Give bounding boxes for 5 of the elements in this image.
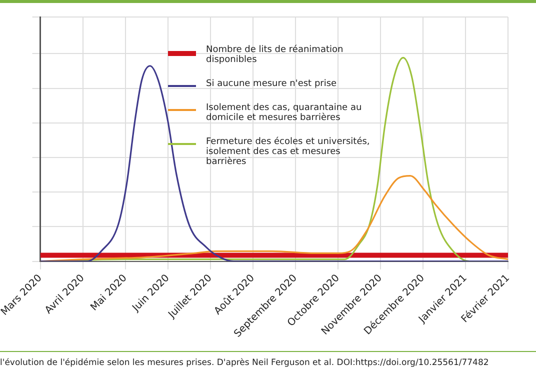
legend-label: Isolement des cas, quarantaine au domicile et mesures barrières	[206, 103, 363, 123]
text: l'évolution de l'épidémie selon les mesures prises. D'après Neil Ferguson et al. DOI:https://doi.org/10.25561/77482	[0, 351, 536, 368]
legend-label: Fermeture des écoles et universités, isolement des cas et mesures barrières	[206, 137, 371, 167]
legend-label: Si aucune mesure n'est prise	[206, 79, 337, 89]
legend-label: Nombre de lits de réanimation disponibles	[206, 45, 344, 65]
